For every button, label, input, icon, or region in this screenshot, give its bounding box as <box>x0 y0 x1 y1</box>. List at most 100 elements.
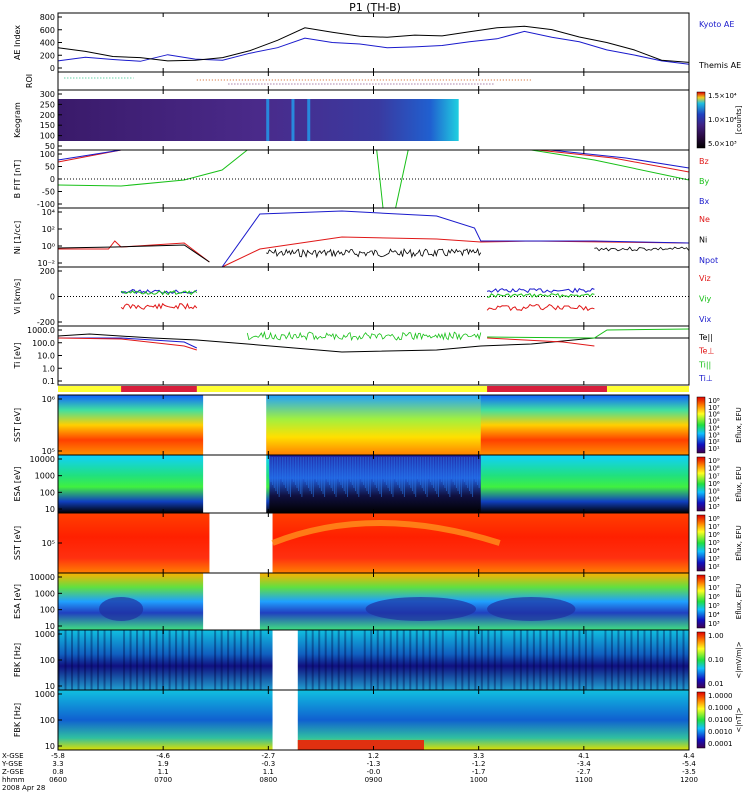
y-tick-label: 100 <box>40 150 55 159</box>
spectrogram-streak <box>84 630 87 690</box>
colorbar-tick-label: 10⁴ <box>708 547 720 555</box>
y-tick-label: 200 <box>40 111 55 120</box>
footer-z-value: 1.1 <box>158 768 169 776</box>
legend-entry: Viz <box>699 274 711 283</box>
spectrogram-streak <box>142 630 145 690</box>
y-axis-label: Keogram <box>13 102 22 138</box>
y-axis-label: Ti [eV] <box>13 342 22 369</box>
footer-y-value: 1.9 <box>158 760 169 768</box>
npot-series-line <box>221 210 690 268</box>
data-gap <box>203 455 267 513</box>
spectrogram-streak <box>71 630 74 690</box>
footer-time-value: 0700 <box>154 776 172 784</box>
data-gap <box>272 690 298 750</box>
colorbar <box>696 396 706 454</box>
data-gap <box>272 630 298 690</box>
colorbar-label: Eflux, EFU <box>735 525 743 560</box>
y-tick-label: 10000 <box>30 455 55 464</box>
spectrogram-streak <box>383 630 386 690</box>
ti-par-series-line <box>246 330 482 342</box>
colorbar-tick-label: 1.0×10⁴ <box>708 116 737 124</box>
y-axis-label: Ni [1/cc] <box>13 221 22 255</box>
colorbar-tick-label: 1.5×10⁴ <box>708 92 737 100</box>
spectrogram-streak <box>363 630 366 690</box>
ae-series-line <box>57 30 690 65</box>
y-tick-label: 800 <box>40 13 55 22</box>
spectrogram-streak <box>422 630 425 690</box>
footer-x-value: -4.6 <box>156 752 170 760</box>
spectrogram-streak <box>649 630 652 690</box>
y-tick-label: 150 <box>40 121 55 130</box>
keogram-streak <box>266 99 270 141</box>
bz-series-line <box>537 149 690 173</box>
colorbar-tick-label: 10⁵ <box>708 488 720 496</box>
footer-time-value: 0800 <box>259 776 277 784</box>
y-tick-label: 400 <box>40 39 55 48</box>
te-perp-series-line <box>487 337 595 347</box>
spectrogram-streak <box>97 630 100 690</box>
y-tick-label: 200 <box>40 267 55 276</box>
footer-z-value: -2.7 <box>577 768 591 776</box>
colorbar-tick-label: 10⁸ <box>708 575 720 583</box>
y-tick-label: 1000.0 <box>27 326 55 335</box>
spectrogram-region <box>266 395 481 455</box>
spectrogram-streak <box>513 630 516 690</box>
y-axis-label: SST [eV] <box>13 408 22 442</box>
colorbar <box>696 574 706 629</box>
spectrogram-streak <box>344 630 347 690</box>
spectrogram-streak <box>461 630 464 690</box>
spectrogram-streak <box>435 630 438 690</box>
y-tick-label: 100 <box>40 716 55 725</box>
legend-entry: Bx <box>699 197 709 206</box>
colorbar-tick-label: 10⁶ <box>708 531 720 539</box>
spectrogram-streak <box>149 630 152 690</box>
spectrogram-feature <box>365 597 477 621</box>
spectrogram-streak <box>175 630 178 690</box>
spectrogram-streak <box>630 630 633 690</box>
spectrogram-streak <box>493 630 496 690</box>
region-bar <box>58 386 689 392</box>
y-tick-label: 10000 <box>30 573 55 582</box>
y-axis-label: AE Index <box>13 25 22 60</box>
legend-entry: Te⊥ <box>698 347 714 356</box>
y-tick-label: 1000 <box>35 630 55 639</box>
colorbar-tick-label: 10³ <box>708 620 720 628</box>
legend-entry: Te|| <box>698 333 713 342</box>
spectrogram-streak <box>64 630 67 690</box>
footer-time-value: 0900 <box>365 776 383 784</box>
legend-entry: By <box>699 177 709 186</box>
footer-z-value: 1.1 <box>263 768 274 776</box>
colorbar-tick-label: 10⁴ <box>708 424 720 432</box>
keogram-image <box>58 99 459 141</box>
colorbar-tick-label: 10² <box>708 438 720 446</box>
footer-x-value: 1.2 <box>368 752 379 760</box>
spectrogram-streak <box>526 630 529 690</box>
y-axis-label: FBK [Hz] <box>13 703 22 737</box>
y-tick-label: 10⁶ <box>42 395 55 404</box>
colorbar-tick-label: 10⁵ <box>708 602 720 610</box>
colorbar-tick-label: 10⁴ <box>708 611 720 619</box>
spectrogram-streak <box>201 630 204 690</box>
spectrogram-streak <box>188 630 191 690</box>
spectrogram-streak <box>324 630 327 690</box>
y-tick-label: 600 <box>40 26 55 35</box>
y-tick-label: 10 <box>45 742 55 751</box>
spectrogram-streak <box>656 630 659 690</box>
page-title: P1 (TH-B) <box>349 1 401 14</box>
spectrogram-streak <box>318 630 321 690</box>
footer-time-value: 0600 <box>49 776 67 784</box>
panel-frame <box>57 12 690 73</box>
spectrogram-streak <box>571 630 574 690</box>
viy-series-line <box>120 290 198 296</box>
colorbar <box>696 514 706 572</box>
spectrogram-streak <box>409 630 412 690</box>
spectrogram-streak <box>519 630 522 690</box>
footer-row-label: Z-GSE <box>2 768 24 776</box>
spectrogram-streak <box>428 630 431 690</box>
colorbar-tick-label: 10⁴ <box>708 495 720 503</box>
colorbar-tick-label: 0.0100 <box>708 716 733 724</box>
colorbar-tick-label: 10⁶ <box>708 480 720 488</box>
spectrogram-streak <box>532 630 535 690</box>
y-tick-label: 10⁴ <box>42 208 55 217</box>
spectrogram-streak <box>675 630 678 690</box>
